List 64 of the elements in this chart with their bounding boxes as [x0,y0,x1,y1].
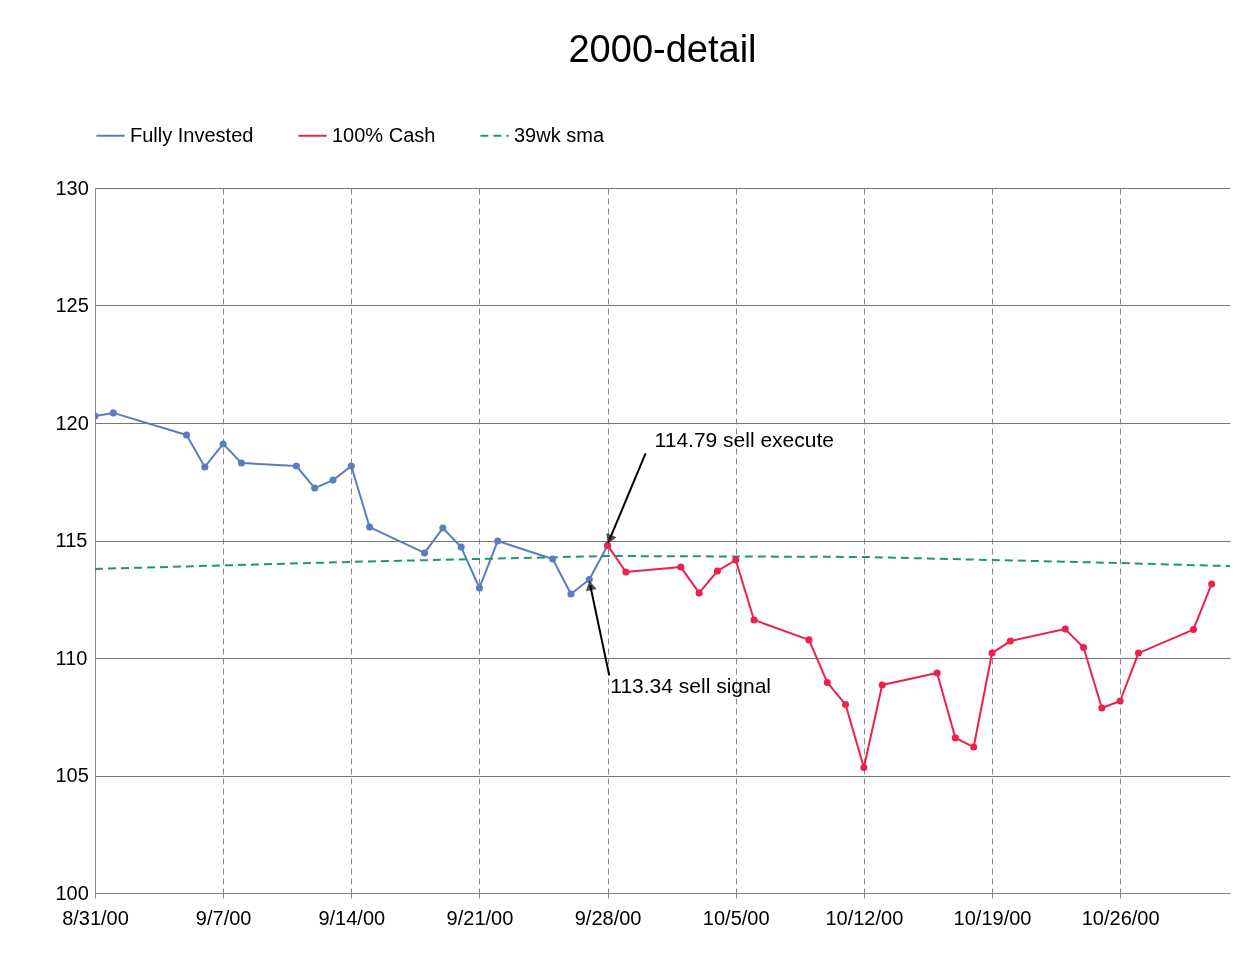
point [1208,580,1216,588]
point [1116,697,1124,705]
y-tick-label: 105 [55,764,89,786]
line-series [95,555,1230,570]
point [219,440,227,448]
point [567,590,575,598]
x-tick-label: 10/26/00 [1081,906,1160,929]
point [823,678,831,686]
y-tick-label: 130 [55,176,89,199]
point [109,409,117,417]
point [366,523,374,531]
point [933,669,941,677]
chart-title: 2000-detail [568,28,757,70]
point [951,734,959,742]
point [420,549,429,557]
y-tick-label: 115 [55,529,88,551]
point [860,763,868,772]
y-tick-label: 100 [55,881,89,904]
legend-label: 39wk sma [514,123,605,146]
point [1061,625,1069,633]
point [677,563,685,571]
annotation: 113.34 sell signal [610,673,772,697]
point [878,681,886,689]
point [970,743,978,751]
point [805,636,813,644]
point [201,463,209,471]
y-tick-label: 125 [55,294,89,316]
point [1080,643,1088,651]
point [292,462,300,470]
point [549,555,557,563]
point [475,584,483,592]
x-tick-label: 9/21/00 [446,906,514,929]
point [732,556,740,564]
point [183,431,191,439]
point [329,476,337,484]
x-tick-label: 9/7/00 [195,906,252,929]
point [494,537,502,545]
x-tick-label: 10/19/00 [953,906,1032,929]
point [311,484,319,492]
legend-label: Fully Invested [130,123,254,146]
y-tick-label: 110 [55,646,88,669]
point [347,462,355,470]
x-tick-label: 10/5/00 [702,906,770,929]
point [842,701,850,709]
point [1134,649,1142,657]
point [585,575,593,584]
point [695,589,703,597]
x-tick-label: 9/28/00 [574,906,642,929]
legend-label: 100% Cash [332,123,436,146]
x-tick-label: 10/12/00 [825,906,904,929]
point [1189,626,1197,634]
point [237,459,245,467]
x-tick-label: 9/14/00 [318,906,386,929]
point [1006,637,1014,645]
point [439,524,447,532]
point [750,616,758,624]
annotation: 114.79 sell execute [654,428,834,452]
y-tick-label: 120 [55,411,89,434]
point [622,568,630,576]
x-tick-label: 8/31/00 [62,906,129,929]
point [988,649,996,657]
point [713,567,721,575]
point [1098,704,1106,712]
point [457,543,465,551]
